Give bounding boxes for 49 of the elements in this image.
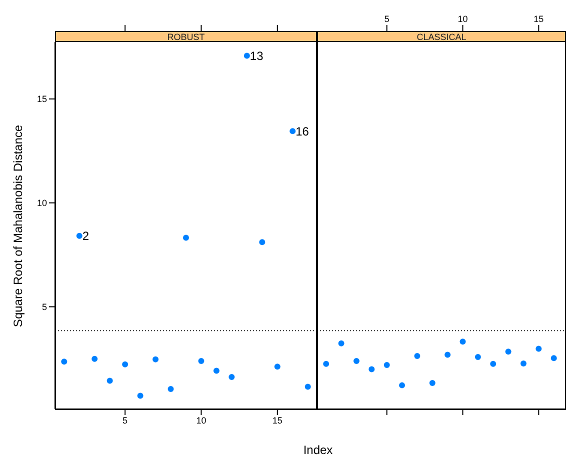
point: [429, 380, 436, 386]
y-tick-label: 15: [36, 94, 47, 104]
chart-title: CLASSICAL: [317, 31, 566, 42]
point: [338, 340, 344, 346]
point: [505, 348, 512, 355]
point: [92, 356, 98, 362]
point: [304, 384, 311, 390]
annotation: 13: [250, 48, 264, 63]
x-tick-label: 5: [384, 14, 390, 24]
point: [368, 366, 375, 372]
chart-title: ROBUST: [55, 31, 317, 42]
y-tick-label: 5: [42, 302, 47, 312]
point: [122, 361, 128, 368]
point: [520, 360, 526, 366]
point: [323, 360, 330, 367]
point: [384, 362, 390, 368]
point: [353, 358, 360, 364]
point: [460, 338, 466, 345]
point: [490, 360, 496, 367]
point: [399, 382, 406, 388]
annotation: 16: [296, 124, 310, 138]
x-tick-label: 10: [196, 415, 206, 426]
point: [550, 355, 557, 362]
point: [183, 234, 189, 241]
point: [444, 352, 451, 358]
point: [274, 364, 280, 370]
annotation: 2: [82, 229, 90, 244]
point: [228, 374, 235, 380]
point: [76, 232, 82, 239]
point: [106, 378, 113, 384]
y-axis-title: Square Root of Mahalanobis Distance: [11, 124, 25, 327]
point: [244, 52, 250, 59]
point: [474, 354, 481, 360]
x-tick-label: 15: [534, 14, 544, 24]
point: [414, 353, 420, 360]
x-axis-title: Index: [303, 443, 333, 457]
point: [198, 358, 204, 364]
point: [61, 358, 68, 365]
point: [152, 356, 159, 362]
point: [536, 346, 542, 352]
x-tick-label: 5: [122, 415, 128, 426]
x-tick-label: 10: [458, 14, 468, 24]
point: [290, 128, 296, 134]
y-tick-label: 10: [36, 198, 47, 208]
point: [137, 392, 144, 399]
point: [213, 368, 220, 374]
point: [168, 386, 174, 392]
x-tick-label: 15: [272, 415, 282, 426]
point: [259, 239, 266, 246]
